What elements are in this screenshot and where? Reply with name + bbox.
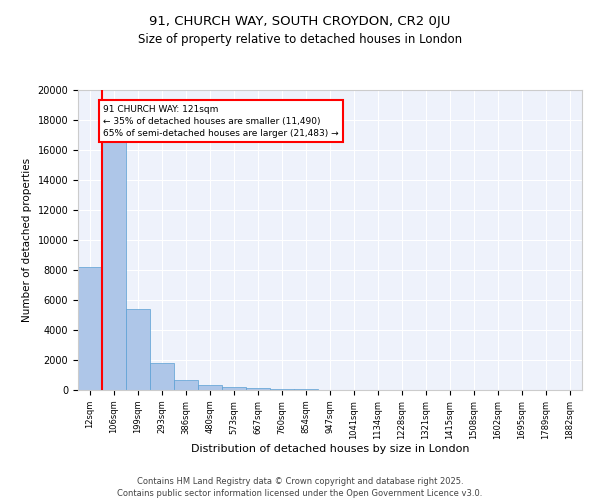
Bar (294, 389, 318, 390)
Text: Size of property relative to detached houses in London: Size of property relative to detached ho… (138, 32, 462, 46)
Bar (222, 386, 246, 390)
Bar (102, 138, 126, 390)
Bar (270, 389, 294, 390)
X-axis label: Distribution of detached houses by size in London: Distribution of detached houses by size … (191, 444, 469, 454)
Text: Contains HM Land Registry data © Crown copyright and database right 2025.
Contai: Contains HM Land Registry data © Crown c… (118, 476, 482, 498)
Bar (246, 388, 270, 390)
Bar (174, 380, 198, 390)
Bar (126, 309, 150, 390)
Text: 91 CHURCH WAY: 121sqm
← 35% of detached houses are smaller (11,490)
65% of semi-: 91 CHURCH WAY: 121sqm ← 35% of detached … (103, 105, 339, 138)
Bar (78, 267, 102, 390)
Text: 91, CHURCH WAY, SOUTH CROYDON, CR2 0JU: 91, CHURCH WAY, SOUTH CROYDON, CR2 0JU (149, 15, 451, 28)
Bar (150, 363, 174, 390)
Y-axis label: Number of detached properties: Number of detached properties (22, 158, 32, 322)
Bar (198, 385, 222, 390)
